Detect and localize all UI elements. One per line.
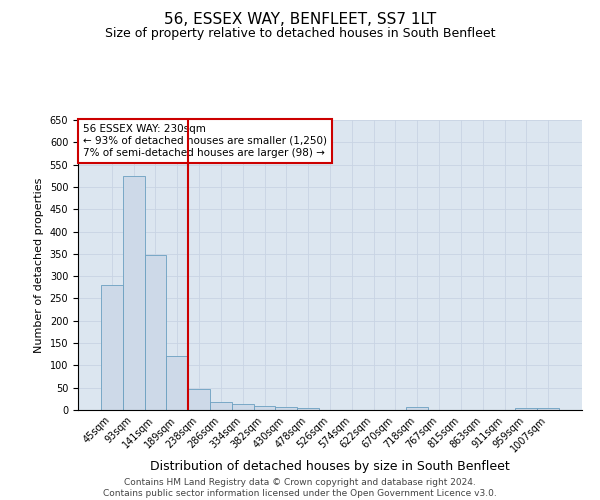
Bar (210, 402, 232, 410)
Bar (537, 408, 559, 410)
Bar (166, 356, 188, 410)
Bar (275, 408, 297, 410)
Bar (188, 389, 210, 410)
Bar (297, 408, 319, 410)
Bar (515, 408, 537, 410)
Bar (406, 408, 428, 410)
Y-axis label: Number of detached properties: Number of detached properties (34, 178, 44, 352)
Text: 56 ESSEX WAY: 230sqm
← 93% of detached houses are smaller (1,250)
7% of semi-det: 56 ESSEX WAY: 230sqm ← 93% of detached h… (83, 124, 327, 158)
Bar (123, 176, 145, 410)
Text: Contains HM Land Registry data © Crown copyright and database right 2024.
Contai: Contains HM Land Registry data © Crown c… (103, 478, 497, 498)
Text: Size of property relative to detached houses in South Benfleet: Size of property relative to detached ho… (105, 28, 495, 40)
Text: 56, ESSEX WAY, BENFLEET, SS7 1LT: 56, ESSEX WAY, BENFLEET, SS7 1LT (164, 12, 436, 28)
X-axis label: Distribution of detached houses by size in South Benfleet: Distribution of detached houses by size … (150, 460, 510, 472)
Bar (232, 404, 254, 410)
Bar (254, 406, 275, 410)
Bar (101, 285, 123, 410)
Bar (145, 255, 166, 410)
